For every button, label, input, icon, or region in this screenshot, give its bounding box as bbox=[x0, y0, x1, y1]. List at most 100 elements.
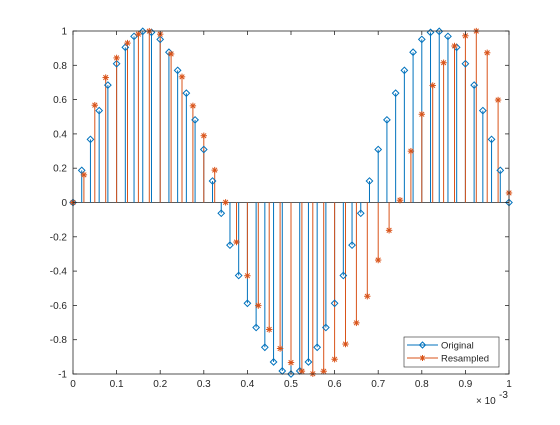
y-tick-label: 1 bbox=[61, 27, 67, 38]
marker-original bbox=[330, 299, 339, 308]
y-tick-label: 0.4 bbox=[53, 129, 67, 140]
marker-original bbox=[77, 166, 86, 175]
x-tick-label: 0.8 bbox=[415, 379, 429, 390]
y-tick-label: 0.8 bbox=[53, 61, 67, 72]
x-tick-label: 0 bbox=[70, 379, 76, 390]
marker-original bbox=[217, 209, 226, 218]
marker-resampled bbox=[222, 199, 229, 206]
marker-original bbox=[339, 271, 348, 280]
marker-original bbox=[86, 135, 95, 144]
legend-marker-resampled bbox=[419, 355, 426, 361]
marker-resampled bbox=[287, 359, 295, 366]
x-tick-label: 0.7 bbox=[371, 379, 385, 390]
marker-original bbox=[191, 115, 199, 124]
marker-resampled bbox=[276, 345, 284, 352]
marker-original bbox=[356, 209, 365, 218]
marker-original bbox=[269, 358, 278, 366]
marker-original bbox=[461, 59, 470, 68]
marker-original bbox=[208, 177, 217, 185]
marker-original bbox=[374, 145, 383, 154]
marker-resampled bbox=[462, 32, 469, 40]
marker-original bbox=[130, 32, 138, 41]
marker-original bbox=[243, 299, 252, 308]
marker-original bbox=[95, 106, 104, 115]
legend-marker-original bbox=[418, 341, 427, 349]
y-tick-label: -0.4 bbox=[50, 267, 68, 278]
marker-original bbox=[103, 81, 112, 90]
marker-resampled bbox=[320, 368, 327, 375]
legend-label-resampled: Resampled bbox=[441, 354, 489, 365]
y-tick-label: -1 bbox=[58, 370, 67, 381]
marker-resampled bbox=[167, 50, 175, 58]
marker-original bbox=[252, 323, 261, 332]
marker-original bbox=[304, 358, 313, 366]
marker-resampled bbox=[407, 147, 415, 155]
marker-resampled bbox=[418, 111, 425, 118]
marker-original bbox=[435, 27, 444, 36]
legend-entry-resampled: Resampled bbox=[407, 354, 489, 365]
marker-original bbox=[478, 106, 487, 115]
marker-resampled bbox=[135, 30, 142, 38]
y-tick-label: -0.8 bbox=[50, 335, 68, 346]
marker-original bbox=[321, 323, 330, 332]
marker-resampled bbox=[342, 340, 349, 348]
marker-resampled bbox=[91, 102, 98, 109]
y-tick-label: 0 bbox=[61, 198, 67, 209]
marker-original bbox=[226, 241, 234, 250]
marker-original bbox=[383, 115, 391, 124]
marker-original bbox=[470, 81, 479, 90]
marker-original bbox=[391, 89, 400, 98]
marker-resampled bbox=[484, 49, 491, 56]
legend-box bbox=[403, 336, 500, 368]
marker-original bbox=[173, 66, 182, 75]
x-tick-labels: 0 0.1 0.2 0.3 0.4 0.5 0.6 0.7 0.8 0.9 1 bbox=[70, 379, 512, 390]
marker-original bbox=[313, 343, 322, 352]
marker-resampled bbox=[255, 302, 262, 309]
x-tick-label: 1 bbox=[506, 379, 512, 390]
marker-resampled bbox=[178, 73, 186, 81]
y-tick-label: -0.6 bbox=[50, 301, 68, 312]
y-tick-label: 0.6 bbox=[53, 95, 67, 106]
y-tick-labels: -1 -0.8 -0.6 -0.4 -0.2 0 0.2 0.4 0.6 0.8 1 bbox=[50, 27, 68, 381]
marker-resampled bbox=[331, 356, 338, 363]
stems-layer bbox=[73, 31, 510, 374]
marker-resampled bbox=[429, 82, 436, 89]
marker-resampled bbox=[211, 166, 218, 174]
x-tick-label: 0.3 bbox=[197, 379, 211, 390]
marker-original bbox=[409, 48, 417, 57]
marker-resampled bbox=[124, 39, 131, 47]
marker-resampled bbox=[80, 171, 88, 179]
marker-resampled bbox=[440, 59, 447, 66]
x-tick-label: 0.1 bbox=[110, 379, 124, 390]
marker-original bbox=[260, 343, 269, 352]
x-tick-label: 0.5 bbox=[284, 379, 298, 390]
marker-resampled bbox=[494, 96, 502, 104]
marker-resampled bbox=[113, 54, 120, 62]
marker-resampled bbox=[244, 272, 251, 279]
legend-entry-original: Original bbox=[407, 341, 474, 352]
marker-original bbox=[400, 66, 409, 75]
x-tick-label: 0.4 bbox=[240, 379, 254, 390]
marker-resampled bbox=[298, 367, 306, 375]
marker-resampled bbox=[451, 42, 458, 50]
x-scale-exponent: -3 bbox=[499, 390, 508, 401]
marker-original bbox=[287, 370, 295, 378]
marker-original bbox=[496, 166, 505, 175]
marker-original bbox=[112, 59, 121, 68]
marker-resampled bbox=[189, 102, 197, 110]
marker-resampled bbox=[364, 293, 371, 300]
x-scale-label: × 10 -3 bbox=[476, 390, 508, 407]
marker-original bbox=[156, 35, 165, 44]
x-tick-label: 0.2 bbox=[153, 379, 167, 390]
x-scale-factor: × 10 bbox=[476, 396, 496, 407]
marker-original bbox=[348, 241, 356, 250]
marker-resampled bbox=[396, 197, 404, 204]
marker-resampled bbox=[233, 238, 240, 246]
x-tick-label: 0.9 bbox=[458, 379, 472, 390]
marker-resampled bbox=[266, 326, 273, 333]
marker-original bbox=[182, 89, 191, 98]
marker-original bbox=[138, 27, 147, 36]
legend-label-original: Original bbox=[441, 341, 474, 352]
